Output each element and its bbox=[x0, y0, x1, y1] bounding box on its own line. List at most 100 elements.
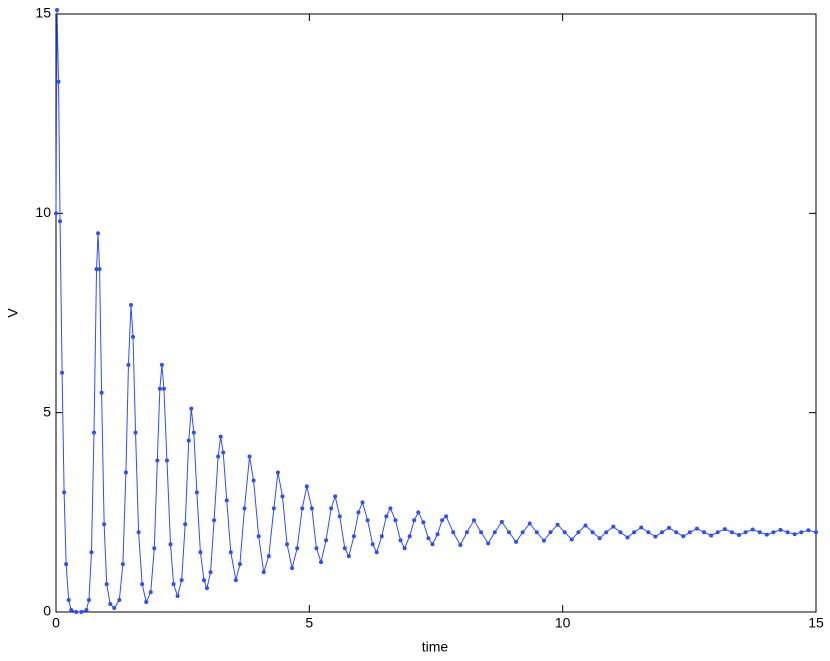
data-point bbox=[251, 478, 256, 483]
y-tick-label: 0 bbox=[43, 603, 51, 619]
data-point bbox=[555, 522, 560, 527]
data-point bbox=[228, 550, 233, 555]
data-point bbox=[646, 530, 651, 535]
data-point bbox=[365, 518, 370, 523]
data-point bbox=[136, 530, 141, 535]
data-point bbox=[785, 530, 790, 535]
data-point bbox=[632, 530, 637, 535]
data-point bbox=[233, 578, 238, 583]
data-point bbox=[639, 525, 644, 530]
data-point bbox=[64, 562, 69, 567]
data-point bbox=[659, 530, 664, 535]
data-point bbox=[527, 521, 532, 526]
data-point bbox=[189, 406, 194, 411]
data-point bbox=[191, 430, 196, 435]
data-point bbox=[186, 438, 191, 443]
data-point bbox=[486, 541, 491, 546]
data-point bbox=[687, 530, 692, 535]
data-point bbox=[55, 8, 60, 13]
x-axis-label: time bbox=[422, 639, 449, 655]
data-point bbox=[814, 530, 818, 535]
data-point bbox=[140, 582, 145, 587]
data-point bbox=[472, 518, 476, 523]
data-point bbox=[237, 562, 242, 567]
data-point bbox=[224, 498, 229, 503]
data-point bbox=[208, 570, 213, 575]
plot-frame bbox=[55, 13, 817, 613]
data-point bbox=[597, 536, 602, 541]
data-point bbox=[625, 535, 630, 540]
data-point bbox=[201, 578, 206, 583]
data-point bbox=[548, 530, 553, 535]
data-point bbox=[388, 506, 393, 511]
data-point bbox=[256, 534, 261, 539]
data-point bbox=[421, 520, 426, 525]
data-point bbox=[84, 608, 89, 613]
data-point bbox=[168, 542, 173, 547]
data-point bbox=[128, 303, 133, 308]
data-point bbox=[62, 490, 67, 495]
data-point bbox=[458, 543, 463, 548]
data-point bbox=[247, 454, 252, 459]
data-point bbox=[534, 530, 539, 535]
data-point bbox=[171, 582, 176, 587]
data-point bbox=[667, 525, 672, 530]
y-tick-label: 10 bbox=[35, 204, 51, 220]
data-point bbox=[653, 534, 658, 539]
data-point bbox=[402, 546, 407, 551]
data-point bbox=[342, 546, 347, 551]
data-point bbox=[242, 506, 247, 511]
data-point bbox=[562, 530, 567, 535]
data-point bbox=[218, 434, 223, 439]
data-point bbox=[266, 554, 271, 559]
data-point bbox=[743, 530, 748, 535]
data-point bbox=[144, 600, 149, 605]
y-tick-label: 15 bbox=[35, 5, 51, 21]
data-point bbox=[54, 211, 58, 216]
data-point bbox=[440, 518, 445, 523]
data-point bbox=[96, 231, 101, 236]
data-point bbox=[520, 530, 525, 535]
data-point bbox=[212, 518, 217, 523]
data-point bbox=[131, 334, 136, 339]
data-point bbox=[58, 219, 63, 224]
data-point bbox=[722, 527, 727, 532]
data-point bbox=[159, 362, 164, 367]
data-point bbox=[216, 454, 221, 459]
data-point bbox=[757, 530, 762, 535]
data-point bbox=[764, 532, 769, 537]
data-point bbox=[412, 518, 417, 523]
data-point bbox=[175, 594, 180, 599]
data-point bbox=[194, 490, 199, 495]
data-point bbox=[541, 538, 546, 543]
data-point bbox=[569, 537, 574, 542]
x-tick-label: 15 bbox=[808, 615, 824, 631]
data-line bbox=[55, 10, 817, 613]
data-point bbox=[102, 522, 107, 527]
data-point bbox=[148, 590, 153, 595]
x-tick-label: 5 bbox=[305, 615, 313, 631]
data-point bbox=[89, 550, 94, 555]
data-point bbox=[161, 386, 166, 391]
data-point bbox=[79, 610, 84, 614]
data-point bbox=[374, 550, 379, 555]
data-point bbox=[384, 514, 389, 519]
data-point bbox=[329, 506, 334, 511]
data-point bbox=[806, 528, 811, 533]
data-point bbox=[271, 506, 276, 511]
data-point bbox=[97, 267, 102, 272]
data-point bbox=[792, 532, 797, 537]
data-point bbox=[702, 530, 707, 535]
data-point bbox=[492, 530, 497, 535]
data-point bbox=[393, 518, 398, 523]
data-point bbox=[398, 538, 403, 543]
data-point bbox=[351, 534, 356, 539]
data-point bbox=[99, 390, 104, 395]
data-point bbox=[604, 530, 609, 535]
data-point bbox=[479, 530, 484, 535]
data-point bbox=[112, 606, 117, 611]
data-point bbox=[204, 586, 209, 591]
data-point bbox=[778, 527, 783, 532]
data-point bbox=[356, 510, 361, 515]
